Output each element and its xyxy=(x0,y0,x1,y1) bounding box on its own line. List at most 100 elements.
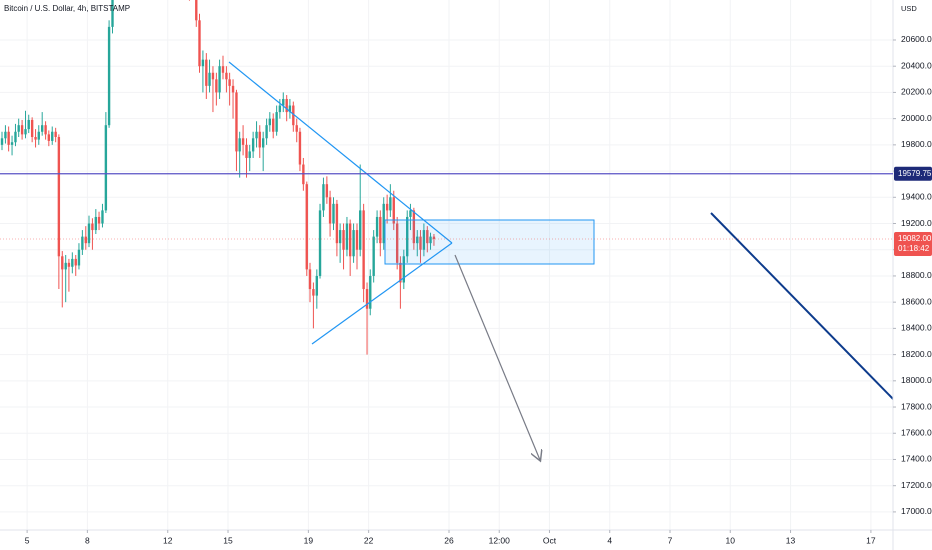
candle-body xyxy=(51,131,54,141)
candle-body xyxy=(101,210,104,224)
x-tick-label: 15 xyxy=(223,535,233,545)
y-tick-label: 18800.00 xyxy=(901,270,932,280)
candle-body xyxy=(17,125,20,132)
candle-body xyxy=(231,85,235,93)
candle-body xyxy=(338,230,342,244)
trend-line xyxy=(311,242,453,345)
candle-body xyxy=(74,258,77,266)
candle-body xyxy=(365,289,369,309)
candle-body xyxy=(375,216,379,237)
candle-body xyxy=(328,197,332,224)
candle-body xyxy=(4,131,7,139)
candle-body xyxy=(429,236,432,244)
candle-body xyxy=(272,118,275,132)
candle-body xyxy=(241,138,245,145)
candle-body xyxy=(385,203,389,211)
candle-body xyxy=(342,230,345,250)
candle-body xyxy=(10,142,14,145)
candle-body xyxy=(221,66,225,73)
candle-body xyxy=(104,125,108,211)
y-tick-label: 20000.00 xyxy=(901,113,932,123)
candle-body xyxy=(47,134,51,141)
x-tick-label: 26 xyxy=(444,535,454,545)
candle-body xyxy=(265,125,268,139)
candle-body xyxy=(312,289,315,296)
candle-body xyxy=(295,125,298,132)
currency-label: USD xyxy=(901,4,917,13)
candle-body xyxy=(332,203,335,224)
y-tick-label: 20600.00 xyxy=(901,34,932,44)
candle-body xyxy=(285,98,288,113)
candle-body xyxy=(382,203,385,244)
candle-body xyxy=(426,230,429,244)
candle-body xyxy=(288,105,292,113)
candle-body xyxy=(298,131,302,165)
candle-body xyxy=(255,131,258,139)
candle-body xyxy=(315,275,319,296)
candle-body xyxy=(359,210,362,250)
y-tick-label: 20200.00 xyxy=(901,87,932,97)
candle-body xyxy=(0,138,4,145)
axes: 17000.00 17200.00 17400.00 17600.00 17800.00… xyxy=(25,34,932,545)
candle-body xyxy=(392,197,395,224)
candle-body xyxy=(111,0,114,27)
candle-body xyxy=(211,72,215,80)
candle-body xyxy=(205,59,208,86)
level-label: 19579.75 xyxy=(898,169,932,178)
candle-body xyxy=(61,256,64,270)
y-tick-label: 19800.00 xyxy=(901,139,932,149)
chart-title: Bitcoin / U.S. Dollar, 4h, BITSTAMP xyxy=(4,4,130,13)
candle-body xyxy=(409,210,412,217)
candle-body xyxy=(389,197,392,211)
candle-body xyxy=(81,236,84,250)
candle-body xyxy=(67,262,71,267)
x-tick-label: 12 xyxy=(163,535,173,545)
candle-body xyxy=(395,223,399,263)
candle-body xyxy=(57,136,61,257)
y-tick-label: 18600.00 xyxy=(901,296,932,306)
candle-body xyxy=(348,223,352,257)
y-tick-label: 17000.00 xyxy=(901,506,932,516)
candle-body xyxy=(24,129,27,135)
candle-body xyxy=(362,210,365,290)
y-tick-label: 19200.00 xyxy=(901,218,932,228)
candle-body xyxy=(40,125,44,132)
candle-body xyxy=(71,258,74,267)
candle-body xyxy=(91,223,94,231)
candle-body xyxy=(399,262,402,283)
grid xyxy=(0,0,893,530)
candle-body xyxy=(107,26,111,126)
candle-body xyxy=(325,184,329,198)
candle-body xyxy=(352,230,355,257)
arrow xyxy=(454,254,540,460)
candle-body xyxy=(225,72,228,80)
candle-body xyxy=(245,144,248,158)
candle-body xyxy=(34,136,37,140)
candle-body xyxy=(345,223,349,250)
candle-body xyxy=(422,230,426,250)
candle-body xyxy=(97,216,101,224)
candle-body xyxy=(215,79,218,93)
y-tick-label: 19400.00 xyxy=(901,192,932,202)
x-tick-label: 10 xyxy=(726,535,736,545)
y-tick-label: 17200.00 xyxy=(901,480,932,490)
candle-body xyxy=(419,236,422,250)
candle-body xyxy=(228,79,231,86)
candle-body xyxy=(218,66,221,93)
y-tick-label: 20400.00 xyxy=(901,60,932,70)
candle-body xyxy=(195,0,198,21)
candle-body xyxy=(305,184,308,270)
candle-body xyxy=(335,203,339,244)
candle-body xyxy=(369,275,372,309)
candle-body xyxy=(282,98,285,106)
drawings xyxy=(228,61,893,460)
candle-body xyxy=(37,131,40,140)
x-tick-label: 7 xyxy=(668,535,673,545)
x-tick-label: Oct xyxy=(543,535,557,545)
candle-body xyxy=(238,138,241,152)
candle-body xyxy=(275,112,278,132)
x-tick-label: 12:00 xyxy=(489,535,511,545)
candle-body xyxy=(261,138,265,148)
candle-body xyxy=(27,119,30,130)
